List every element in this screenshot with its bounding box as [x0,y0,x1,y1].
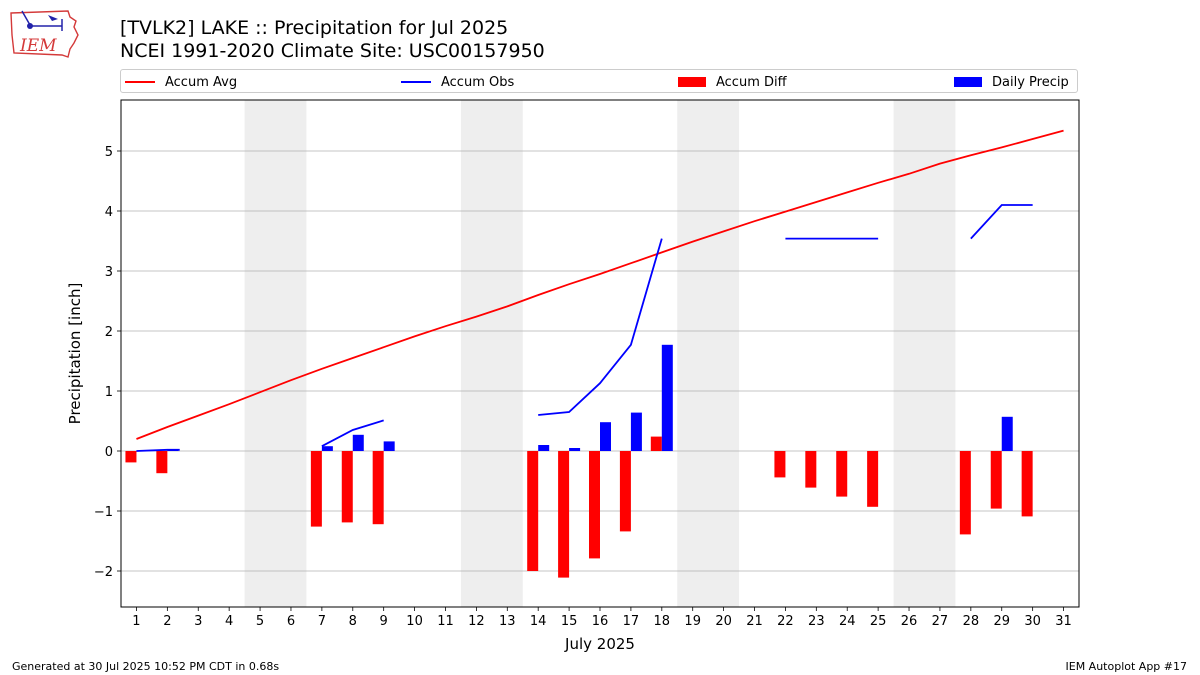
x-tick-label-10: 10 [406,614,423,629]
iem-logo: IEM [8,5,82,63]
bar-accum-diff-28 [959,451,971,535]
legend-label-daily-precip: Daily Precip [992,74,1069,90]
x-tick-label-5: 5 [256,614,264,629]
legend-swatch-accum-avg [125,81,155,83]
bar-accum-diff-18 [650,436,662,451]
x-tick-label-21: 21 [746,614,763,629]
x-tick-label-22: 22 [777,614,794,629]
x-tick-label-15: 15 [561,614,578,629]
x-tick-label-16: 16 [592,614,609,629]
logo-text: IEM [19,36,57,56]
legend-swatch-accum-obs [401,81,431,83]
chart-subtitle: NCEI 1991-2020 Climate Site: USC00157950 [120,40,545,62]
weekend-band-2 [677,100,740,607]
line-accum-obs-segment-2 [538,238,663,416]
bar-accum-diff-29 [990,451,1002,509]
y-tick-label-0: 0 [105,445,113,460]
bar-accum-diff-23 [805,451,817,488]
weekend-band-0 [244,100,307,607]
y-tick-label--1: −1 [94,505,113,520]
x-tick-label-25: 25 [870,614,887,629]
bar-daily-precip-17 [630,412,642,451]
bar-accum-diff-14 [527,451,539,571]
x-tick-label-9: 9 [380,614,388,629]
weekend-band-3 [893,100,956,607]
x-tick-label-29: 29 [993,614,1010,629]
bar-accum-diff-15 [558,451,570,578]
legend-item-accum-avg: Accum Avg [125,70,237,94]
x-tick-label-6: 6 [287,614,295,629]
line-accum-obs-segment-0 [136,448,180,452]
bar-accum-diff-16 [589,451,600,559]
y-axis-label: Precipitation [inch] [66,283,84,425]
bar-accum-diff-24 [836,451,848,497]
x-tick-label-31: 31 [1055,614,1072,629]
x-tick-label-8: 8 [349,614,357,629]
x-tick-label-20: 20 [715,614,732,629]
legend-label-accum-avg: Accum Avg [165,74,238,90]
weekend-band-1 [460,100,523,607]
x-tick-label-1: 1 [132,614,140,629]
x-tick-label-11: 11 [437,614,454,629]
bar-accum-diff-8 [341,451,353,523]
chart-title: [TVLK2] LAKE :: Precipitation for Jul 20… [120,17,509,39]
y-tick-label-2: 2 [105,325,113,340]
y-tick-label--2: −2 [94,565,113,580]
x-tick-label-12: 12 [468,614,485,629]
bar-accum-diff-25 [867,451,879,507]
legend-swatch-daily-precip [954,77,982,87]
bar-daily-precip-14 [538,445,550,451]
x-tick-label-13: 13 [499,614,516,629]
x-tick-label-3: 3 [194,614,202,629]
bar-accum-diff-7 [310,451,322,527]
x-tick-label-24: 24 [839,614,856,629]
y-tick-label-3: 3 [105,265,113,280]
legend-swatch-accum-diff [678,77,706,87]
x-tick-label-14: 14 [530,614,547,629]
y-tick-label-1: 1 [105,385,113,400]
line-accum-obs-segment-1 [321,419,384,447]
bar-daily-precip-7 [321,446,333,451]
legend-item-daily-precip: Daily Precip [954,70,1069,94]
x-tick-label-18: 18 [654,614,671,629]
x-tick-label-4: 4 [225,614,233,629]
x-tick-label-27: 27 [932,614,949,629]
bar-daily-precip-29 [1001,416,1013,451]
bar-accum-diff-9 [372,451,384,525]
legend: Accum Avg Accum Obs Accum Diff Daily Pre… [120,69,1078,93]
x-axis-label: July 2025 [564,635,635,653]
bar-accum-diff-2 [156,451,168,474]
legend-item-accum-diff: Accum Diff [678,70,787,94]
bar-accum-diff-22 [774,451,786,478]
bar-daily-precip-9 [383,441,395,451]
x-tick-label-26: 26 [901,614,918,629]
legend-label-accum-obs: Accum Obs [441,74,515,90]
x-tick-label-7: 7 [318,614,326,629]
x-tick-label-28: 28 [963,614,980,629]
legend-item-accum-obs: Accum Obs [401,70,514,94]
bar-daily-precip-15 [569,448,581,451]
bar-accum-diff-30 [1021,451,1033,517]
y-tick-label-5: 5 [105,145,113,160]
bar-daily-precip-16 [600,422,611,451]
footer-app: IEM Autoplot App #17 [1065,660,1188,673]
bar-accum-diff-1 [125,451,137,463]
footer-generated: Generated at 30 Jul 2025 10:52 PM CDT in… [12,660,280,673]
x-tick-label-17: 17 [623,614,640,629]
bar-daily-precip-8 [352,434,364,451]
line-accum-avg [136,129,1064,440]
line-accum-obs-segment-4 [970,204,1033,240]
x-tick-label-2: 2 [163,614,171,629]
y-tick-label-4: 4 [105,205,113,220]
legend-label-accum-diff: Accum Diff [716,74,787,90]
bar-accum-diff-17 [619,451,631,532]
bar-daily-precip-18 [661,344,673,451]
x-tick-label-30: 30 [1024,614,1041,629]
x-tick-label-19: 19 [684,614,701,629]
x-tick-label-23: 23 [808,614,825,629]
